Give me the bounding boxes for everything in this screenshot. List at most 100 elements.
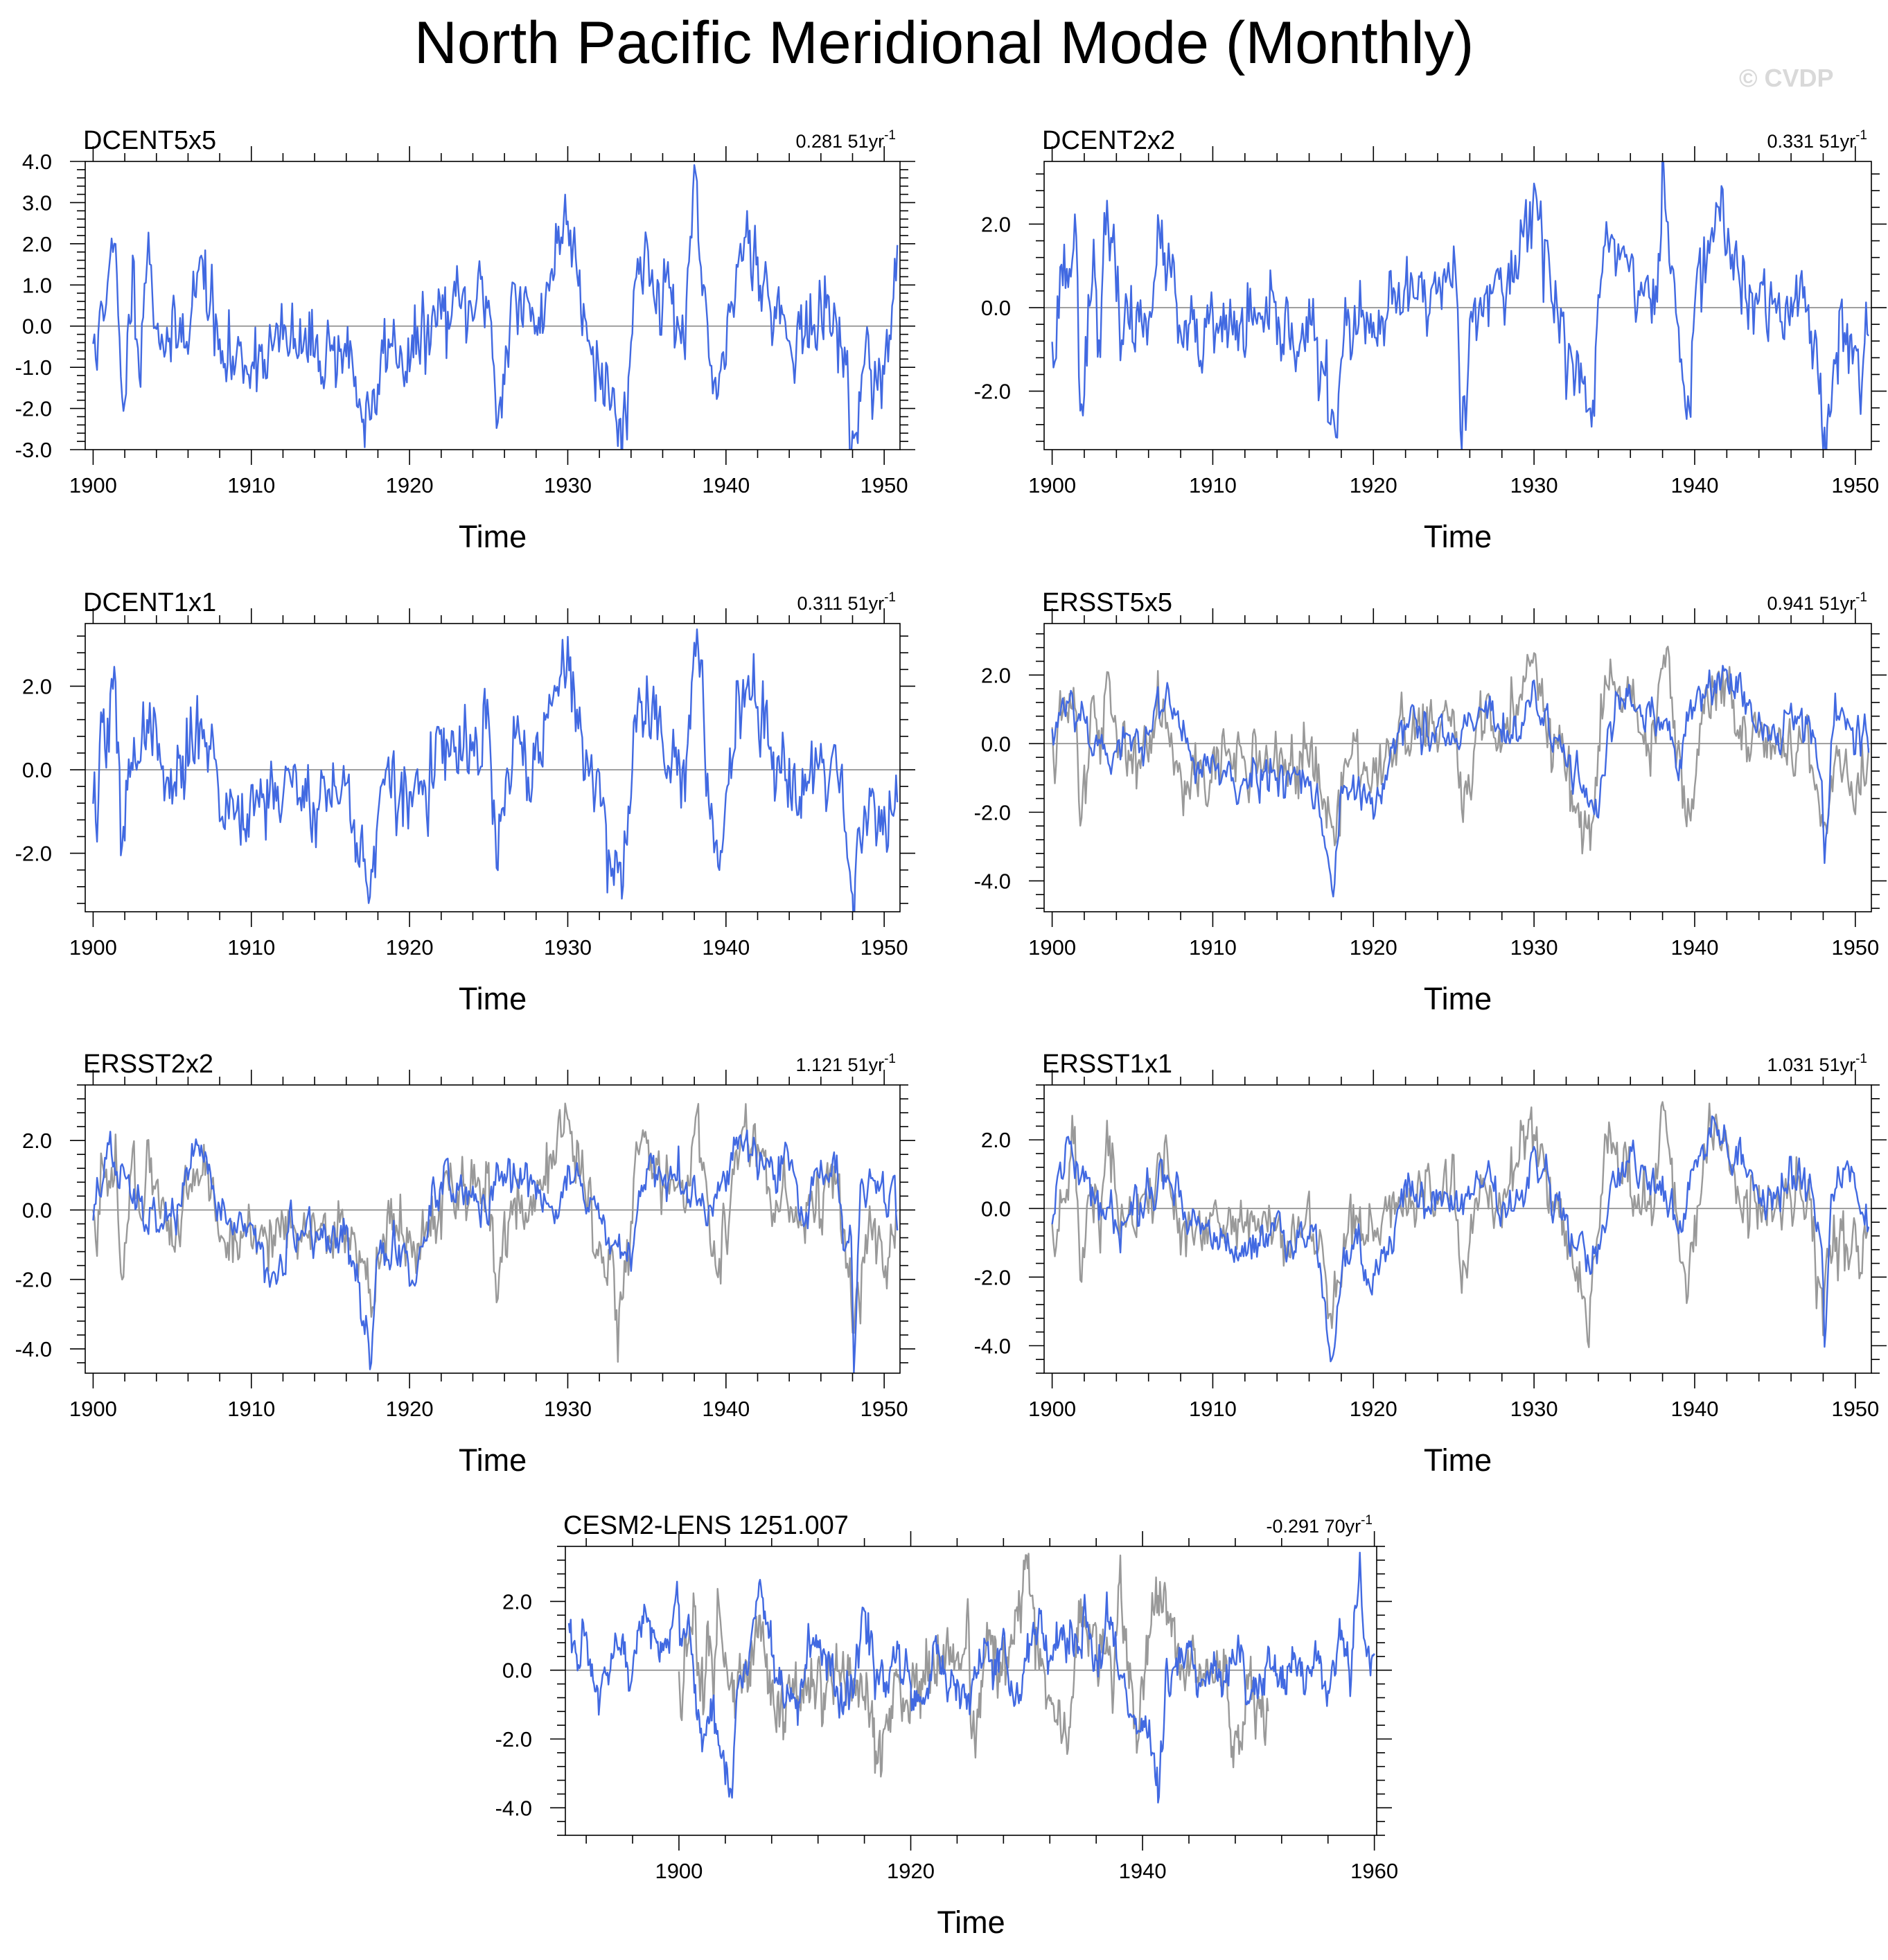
x-tick-label: 1910 <box>227 1397 275 1421</box>
x-tick-label: 1900 <box>1028 473 1076 497</box>
panel-2: DCENT2x2 0.331 51yr-1 1900 1910 1920 1930 1940… <box>974 126 1887 554</box>
figure-title: North Pacific Meridional Mode (Monthly) <box>414 10 1474 76</box>
plot-frame <box>85 1084 901 1374</box>
y-tick-label: 0.0 <box>22 315 52 339</box>
x-tick-label: 1900 <box>1028 1397 1076 1421</box>
y-tick-label: -2.0 <box>15 1268 52 1292</box>
trend-value: 0.941 51 <box>1767 593 1840 614</box>
x-tick-label: 1910 <box>1189 473 1237 497</box>
x-axis-label: Time <box>1424 981 1492 1016</box>
trend-units: yr <box>1840 131 1856 152</box>
trend-units: yr <box>869 593 885 614</box>
trend-units: yr <box>1840 1054 1856 1075</box>
trend-label: 1.121 51yr-1 <box>795 1052 896 1075</box>
x-axis-label: Time <box>459 519 527 554</box>
plot-frame <box>1043 1084 1872 1374</box>
x-tick-label: 1920 <box>386 473 434 497</box>
x-tick-label: 1910 <box>227 935 275 960</box>
x-tick-label: 1910 <box>1189 1397 1237 1421</box>
y-tick-label: -2.0 <box>15 842 52 866</box>
series-line-ersst5x5 <box>1051 664 1870 898</box>
trend-units: yr <box>869 131 885 152</box>
x-tick-label: 1920 <box>1350 935 1397 960</box>
y-tick-label: -4.0 <box>974 1334 1011 1358</box>
panel-title: DCENT2x2 <box>1042 126 1175 155</box>
y-tick-label: 2.0 <box>22 674 52 698</box>
y-tick-label: -2.0 <box>15 397 52 421</box>
y-tick-label: 3.0 <box>22 191 52 215</box>
y-tick-label: 2.0 <box>22 232 52 256</box>
plot-frame <box>85 161 901 450</box>
y-tick-label: -4.0 <box>15 1337 52 1361</box>
trend-exponent: -1 <box>1361 1513 1373 1528</box>
x-tick-label: 1930 <box>544 473 592 497</box>
y-tick-label: 0.0 <box>22 758 52 782</box>
series-line-dcent-reference <box>678 1553 1269 1778</box>
trend-label: 0.941 51yr-1 <box>1767 590 1867 614</box>
series-line-cesm2-lens-1251-007 <box>567 1551 1375 1804</box>
series-line-ersst1x1 <box>1051 1115 1870 1363</box>
y-tick-label: -3.0 <box>15 438 52 462</box>
series-line-dcent-reference <box>1051 1101 1870 1348</box>
x-tick-label: 1940 <box>1670 935 1718 960</box>
x-tick-label: 1960 <box>1350 1859 1398 1883</box>
trend-units: yr <box>869 1054 885 1075</box>
x-tick-label: 1950 <box>861 473 908 497</box>
x-tick-label: 1920 <box>1350 473 1397 497</box>
trend-label: 0.311 51yr-1 <box>797 590 896 614</box>
panel-4: ERSST5x5 0.941 51yr-1 1900 1910 1920 1930 1940… <box>974 588 1887 1016</box>
x-tick-label: 1930 <box>544 935 592 960</box>
y-tick-label: 1.0 <box>22 273 52 297</box>
x-tick-label: 1920 <box>386 935 434 960</box>
x-tick-label: 1950 <box>1831 1397 1879 1421</box>
trend-label: 0.331 51yr-1 <box>1767 128 1867 152</box>
series-line-dcent2x2 <box>1051 161 1870 450</box>
series-line-dcent-reference <box>1051 646 1870 855</box>
x-tick-label: 1950 <box>1831 935 1879 960</box>
y-tick-label: 2.0 <box>981 1128 1011 1152</box>
trend-value: 0.281 51 <box>795 131 868 152</box>
y-tick-label: -1.0 <box>15 355 52 380</box>
y-tick-label: -4.0 <box>495 1796 532 1820</box>
x-tick-label: 1940 <box>702 935 750 960</box>
x-axis-label: Time <box>937 1905 1005 1940</box>
x-tick-label: 1920 <box>887 1859 935 1883</box>
plot-frame <box>1043 623 1872 912</box>
x-tick-label: 1930 <box>1510 935 1558 960</box>
y-tick-label: 2.0 <box>981 212 1011 236</box>
y-tick-label: 0.0 <box>981 296 1011 320</box>
y-tick-label: 2.0 <box>22 1129 52 1153</box>
panel-7: CESM2-LENS 1251.007 -0.291 70yr-1 1900 1920… <box>495 1511 1399 1940</box>
x-tick-label: 1940 <box>702 1397 750 1421</box>
y-tick-label: 2.0 <box>981 663 1011 687</box>
y-tick-label: 0.0 <box>981 732 1011 756</box>
trend-units: yr <box>1346 1516 1361 1537</box>
panel-3: DCENT1x1 0.311 51yr-1 1900 1910 1920 1930 1940… <box>15 588 915 1016</box>
trend-exponent: -1 <box>884 128 896 143</box>
y-tick-label: -2.0 <box>974 1265 1011 1289</box>
y-tick-label: 0.0 <box>22 1198 52 1222</box>
panel-5: ERSST2x2 1.121 51yr-1 1900 1910 1920 1930 1940… <box>15 1050 915 1478</box>
trend-exponent: -1 <box>884 590 896 605</box>
x-tick-label: 1940 <box>1119 1859 1167 1883</box>
x-tick-label: 1910 <box>1189 935 1237 960</box>
x-tick-label: 1930 <box>544 1397 592 1421</box>
panel-title: ERSST5x5 <box>1042 588 1172 617</box>
x-tick-label: 1910 <box>227 473 275 497</box>
x-tick-label: 1950 <box>861 1397 908 1421</box>
x-tick-label: 1940 <box>1670 473 1718 497</box>
trend-exponent: -1 <box>1855 1052 1867 1066</box>
trend-value: 0.331 51 <box>1767 131 1840 152</box>
series-line-ersst2x2 <box>92 1129 899 1373</box>
x-tick-label: 1900 <box>69 1397 117 1421</box>
trend-label: 0.281 51yr-1 <box>795 128 896 152</box>
trend-exponent: -1 <box>1855 128 1867 143</box>
panel-6: ERSST1x1 1.031 51yr-1 1900 1910 1920 1930 1940… <box>974 1050 1887 1478</box>
x-axis-label: Time <box>1424 519 1492 554</box>
panel-1: DCENT5x5 0.281 51yr-1 1900 1910 1920 1930 1940… <box>15 126 915 554</box>
x-axis-label: Time <box>459 1442 527 1478</box>
trend-value: 0.311 51 <box>797 593 868 614</box>
y-tick-label: 4.0 <box>22 150 52 174</box>
y-tick-label: -2.0 <box>974 380 1011 404</box>
